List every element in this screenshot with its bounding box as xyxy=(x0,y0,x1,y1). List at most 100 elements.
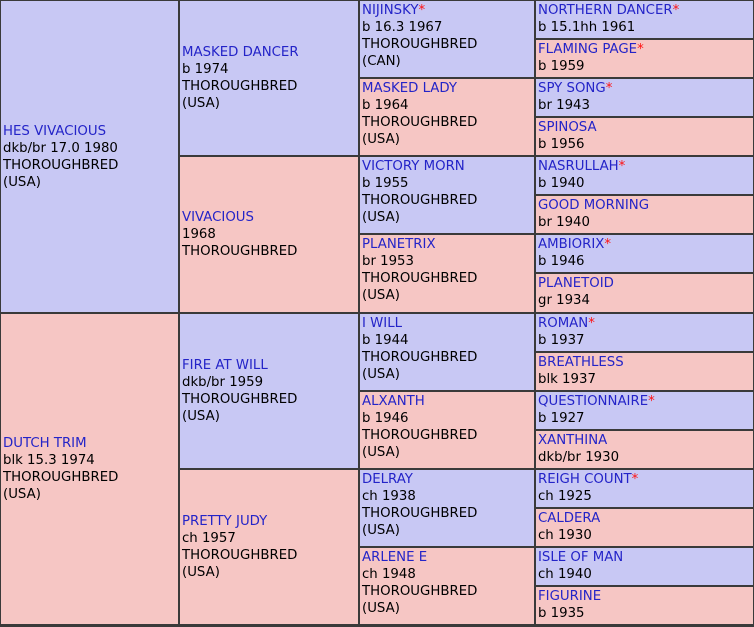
star-icon: * xyxy=(418,3,426,18)
horse-name: GOOD MORNING xyxy=(538,198,649,213)
horse-name-link[interactable]: PRETTY JUDY xyxy=(182,513,358,530)
horse-name-link[interactable]: HES VIVACIOUS xyxy=(3,123,178,140)
star-icon: * xyxy=(637,42,644,57)
pedigree-cell-g1-0: HES VIVACIOUS dkb/br 17.0 1980 THOROUGHBRE… xyxy=(1,1,178,312)
horse-name-link[interactable]: I WILL xyxy=(362,315,534,332)
pedigree-cell-g3-3: PLANETRIX br 1953 THOROUGHBRED (USA) xyxy=(360,235,534,312)
horse-detail-line: (USA) xyxy=(362,288,400,303)
horse-name-link[interactable]: SPINOSA xyxy=(538,119,753,136)
star-icon: * xyxy=(631,472,639,487)
horse-detail-line: b 1944 xyxy=(362,333,409,348)
horse-name-link[interactable]: CALDERA xyxy=(538,510,753,527)
horse-name-link[interactable]: GOOD MORNING xyxy=(538,197,753,214)
horse-name-link[interactable]: ISLE OF MAN xyxy=(538,549,753,566)
horse-name-link[interactable]: ALXANTH xyxy=(362,393,534,410)
horse-detail-line: (USA) xyxy=(362,367,400,382)
horse-name: CALDERA xyxy=(538,511,601,526)
horse-name-link[interactable]: REIGH COUNT* xyxy=(538,471,753,488)
horse-name-link[interactable]: MASKED LADY xyxy=(362,80,534,97)
horse-name-link[interactable]: SPY SONG* xyxy=(538,80,753,97)
horse-name-link[interactable]: NORTHERN DANCER* xyxy=(538,2,753,19)
horse-detail-line: blk 1937 xyxy=(538,372,596,387)
horse-name: SPINOSA xyxy=(538,120,597,135)
horse-name-link[interactable]: XANTHINA xyxy=(538,432,753,449)
horse-detail-line: b 1927 xyxy=(538,411,585,426)
horse-detail-line: b 1959 xyxy=(538,59,585,74)
horse-name: AMBIORIX xyxy=(538,237,605,252)
horse-name-link[interactable]: VICTORY MORN xyxy=(362,158,534,175)
horse-name: ROMAN xyxy=(538,316,589,331)
horse-detail-line: b 1956 xyxy=(538,137,585,152)
horse-name-link[interactable]: NASRULLAH* xyxy=(538,158,753,175)
horse-detail-line: br 1940 xyxy=(538,215,590,230)
horse-detail-line: THOROUGHBRED xyxy=(362,193,478,208)
horse-name-link[interactable]: DUTCH TRIM xyxy=(3,435,178,452)
horse-detail-line: blk 15.3 1974 xyxy=(3,453,95,468)
pedigree-cell-g3-0: NIJINSKY* b 16.3 1967 THOROUGHBRED (CAN) xyxy=(360,1,534,77)
horse-name: XANTHINA xyxy=(538,433,608,448)
pedigree-cell-g4-7: PLANETOID gr 1934 xyxy=(536,274,753,312)
pedigree-cell-g3-4: I WILL b 1944 THOROUGHBRED (USA) xyxy=(360,314,534,390)
horse-name-link[interactable]: AMBIORIX* xyxy=(538,236,753,253)
star-icon: * xyxy=(648,394,655,409)
horse-detail-line: b 15.1hh 1961 xyxy=(538,20,636,35)
horse-name: REIGH COUNT xyxy=(538,472,632,487)
pedigree-cell-g4-0: NORTHERN DANCER* b 15.1hh 1961 xyxy=(536,1,753,38)
horse-name: VICTORY MORN xyxy=(362,159,465,174)
horse-name: HES VIVACIOUS xyxy=(3,123,107,139)
horse-name-link[interactable]: PLANETOID xyxy=(538,275,753,292)
horse-name-link[interactable]: MASKED DANCER xyxy=(182,44,358,61)
horse-name-link[interactable]: PLANETRIX xyxy=(362,236,534,253)
star-icon: * xyxy=(618,159,626,174)
horse-name-link[interactable]: DELRAY xyxy=(362,471,534,488)
pedigree-cell-g4-13: CALDERA ch 1930 xyxy=(536,509,753,546)
horse-detail-line: (USA) xyxy=(362,445,400,460)
horse-detail-line: ch 1957 xyxy=(182,531,236,546)
horse-name: SPY SONG xyxy=(538,81,606,96)
horse-name-link[interactable]: ARLENE E xyxy=(362,549,534,566)
horse-detail-line: (CAN) xyxy=(362,54,401,69)
horse-detail-line: (USA) xyxy=(3,487,41,502)
pedigree-cell-g3-7: ARLENE E ch 1948 THOROUGHBRED (USA) xyxy=(360,548,534,624)
horse-name-link[interactable]: FIRE AT WILL xyxy=(182,357,358,374)
pedigree-cell-g1-1: DUTCH TRIM blk 15.3 1974 THOROUGHBRED (USA) xyxy=(1,314,178,624)
horse-name: FIGURINE xyxy=(538,589,602,604)
horse-detail-line: b 1964 xyxy=(362,98,409,113)
pedigree-cell-g4-12: REIGH COUNT* ch 1925 xyxy=(536,470,753,507)
horse-name-link[interactable]: NIJINSKY* xyxy=(362,2,534,19)
horse-name-link[interactable]: ROMAN* xyxy=(538,315,753,332)
horse-detail-line: dkb/br 1959 xyxy=(182,375,264,390)
horse-detail-line: THOROUGHBRED xyxy=(3,157,119,173)
pedigree-cell-g4-11: XANTHINA dkb/br 1930 xyxy=(536,431,753,468)
horse-detail-line: b 1935 xyxy=(538,606,585,621)
horse-detail-line: b 1955 xyxy=(362,176,409,191)
horse-detail-line: ch 1940 xyxy=(538,567,592,582)
horse-name-link[interactable]: FIGURINE xyxy=(538,588,753,605)
horse-detail-line: THOROUGHBRED xyxy=(182,79,298,94)
pedigree-cell-g3-6: DELRAY ch 1938 THOROUGHBRED (USA) xyxy=(360,470,534,546)
pedigree-cell-g3-1: MASKED LADY b 1964 THOROUGHBRED (USA) xyxy=(360,79,534,155)
pedigree-cell-g2-3: PRETTY JUDY ch 1957 THOROUGHBRED (USA) xyxy=(180,470,358,624)
horse-detail-line: ch 1948 xyxy=(362,567,416,582)
horse-detail-line: b 1974 xyxy=(182,62,229,77)
horse-detail-line: THOROUGHBRED xyxy=(182,548,298,563)
horse-detail-line: THOROUGHBRED xyxy=(362,115,478,130)
star-icon: * xyxy=(672,3,680,18)
horse-name: NIJINSKY xyxy=(362,3,419,18)
horse-name: FIRE AT WILL xyxy=(182,358,268,373)
horse-detail-line: br 1953 xyxy=(362,254,414,269)
horse-detail-line: dkb/br 17.0 1980 xyxy=(3,140,118,156)
horse-name: I WILL xyxy=(362,316,403,331)
pedigree-cell-g4-2: SPY SONG* br 1943 xyxy=(536,79,753,116)
horse-detail-line: dkb/br 1930 xyxy=(538,450,620,465)
horse-name: DELRAY xyxy=(362,472,413,487)
horse-name-link[interactable]: VIVACIOUS xyxy=(182,209,358,226)
horse-name: FLAMING PAGE xyxy=(538,42,638,57)
horse-detail-line: THOROUGHBRED xyxy=(362,428,478,443)
horse-name-link[interactable]: FLAMING PAGE* xyxy=(538,41,753,58)
pedigree-cell-g4-8: ROMAN* b 1937 xyxy=(536,314,753,351)
horse-name-link[interactable]: QUESTIONNAIRE* xyxy=(538,393,753,410)
horse-name-link[interactable]: BREATHLESS xyxy=(538,354,753,371)
star-icon: * xyxy=(605,81,613,96)
